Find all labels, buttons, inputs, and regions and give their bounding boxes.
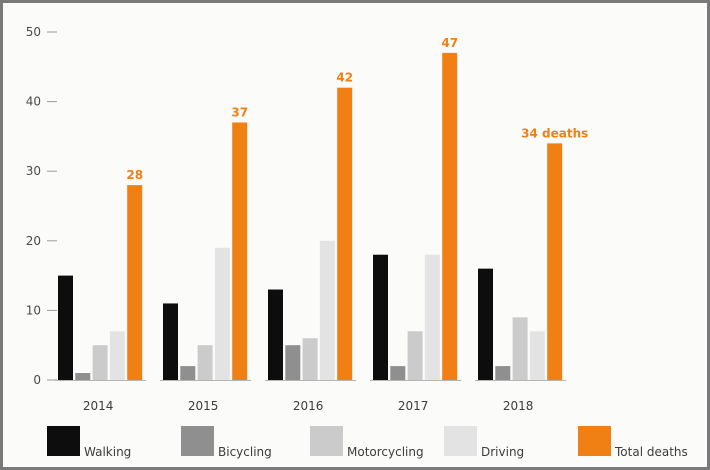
bar-bicycling (180, 366, 196, 380)
bar-bicycling (75, 373, 91, 380)
bar-walking (478, 268, 493, 380)
bar-motorcycling (407, 331, 423, 380)
legend-swatch (310, 426, 343, 456)
bar-total-deaths (547, 143, 563, 380)
legend-label: Driving (481, 445, 524, 459)
x-tick-label: 2016 (293, 399, 324, 413)
bars (58, 52, 563, 381)
bar-chart: 0 10 20 30 40 50 2014 2015 2016 2017 2018 28 37 42 47… (26, 25, 688, 459)
bar-bicycling (390, 366, 406, 380)
bar-walking (373, 254, 388, 380)
bar-driving (319, 240, 335, 380)
bar-driving (214, 247, 230, 380)
legend: Walking Bicycling Motorcycling Driving Total… (47, 426, 688, 459)
bar-walking (268, 289, 283, 380)
bar-total-deaths (442, 52, 458, 380)
data-label: 47 (441, 36, 458, 50)
data-label: 37 (231, 105, 248, 119)
x-tick-label: 2018 (503, 399, 534, 413)
x-tick-label: 2014 (83, 399, 114, 413)
y-tick-label: 50 (26, 25, 41, 39)
y-tick-label: 0 (33, 373, 41, 387)
bar-total-deaths (232, 122, 248, 380)
bar-walking (163, 303, 178, 380)
legend-label: Bicycling (218, 445, 272, 459)
bar-motorcycling (302, 338, 318, 380)
data-labels: 28 37 42 47 34 deaths (126, 36, 588, 182)
bar-total-deaths (127, 185, 143, 380)
y-tick-label: 30 (26, 164, 41, 178)
legend-swatch (181, 426, 214, 456)
bar-motorcycling (92, 345, 108, 380)
axes: 0 10 20 30 40 50 2014 2015 2016 2017 2018 (26, 25, 567, 413)
data-label: 28 (126, 168, 143, 182)
bar-motorcycling (197, 345, 213, 380)
legend-label: Walking (84, 445, 131, 459)
legend-swatch (47, 426, 80, 456)
bar-bicycling (495, 366, 511, 380)
y-tick-label: 10 (26, 303, 41, 317)
bar-walking (58, 275, 73, 380)
x-tick-label: 2015 (188, 399, 219, 413)
legend-label: Total deaths (614, 445, 688, 459)
chart-frame: 0 10 20 30 40 50 2014 2015 2016 2017 2018 28 37 42 47… (3, 3, 707, 467)
bar-total-deaths (337, 87, 353, 381)
bar-driving (424, 254, 440, 380)
legend-swatch (578, 426, 611, 456)
bar-bicycling (285, 345, 301, 380)
y-tick-label: 20 (26, 234, 41, 248)
bar-driving (109, 331, 125, 380)
bar-driving (529, 331, 545, 380)
y-tick-label: 40 (26, 95, 41, 109)
data-label: 42 (336, 71, 353, 85)
bar-motorcycling (512, 317, 528, 380)
data-label: 34 deaths (521, 126, 588, 140)
x-tick-label: 2017 (398, 399, 429, 413)
legend-swatch (444, 426, 477, 456)
legend-label: Motorcycling (347, 445, 424, 459)
